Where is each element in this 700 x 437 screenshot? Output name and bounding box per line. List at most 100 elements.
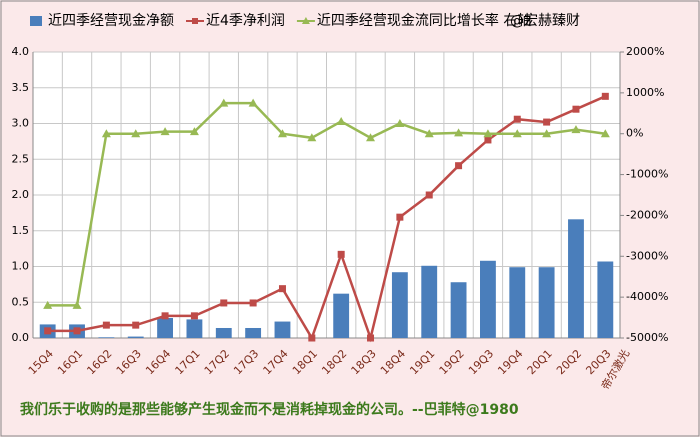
bar <box>157 317 173 338</box>
x-tick-label: 16Q1 <box>55 347 85 377</box>
x-tick-label: 19Q3 <box>466 347 496 377</box>
line <box>47 101 606 307</box>
x-tick-label: 19Q1 <box>407 347 437 377</box>
legend-label: 近4季净利润 <box>206 13 285 29</box>
bar <box>450 282 467 338</box>
marker <box>189 127 199 136</box>
legend-swatch <box>301 17 310 24</box>
legend-label: 近四季经营现金净额 <box>48 13 174 29</box>
y-tick-label: 3.0 <box>12 117 30 130</box>
bar <box>597 261 614 338</box>
annotation: @宏赫臻财 <box>510 13 580 29</box>
marker <box>543 118 551 126</box>
x-tick-label: 17Q2 <box>202 347 232 377</box>
y-tick-label: 2.5 <box>12 152 30 165</box>
marker <box>396 213 404 221</box>
y2-tick-label: 0% <box>626 127 643 140</box>
y-tick-label: 0.0 <box>12 331 30 344</box>
marker <box>190 312 198 320</box>
bar <box>245 327 262 338</box>
marker <box>395 119 405 127</box>
marker <box>484 136 492 144</box>
marker <box>601 92 609 100</box>
line <box>47 95 606 343</box>
y-tick-label: 1.0 <box>12 260 30 273</box>
bar <box>215 327 232 338</box>
y2-tick-label: 2000% <box>626 45 664 58</box>
marker <box>424 129 434 138</box>
marker <box>220 299 228 307</box>
x-tick-label: 18Q3 <box>349 347 379 377</box>
y2-tick-label: -5000% <box>626 331 668 344</box>
marker <box>277 129 287 138</box>
x-tick-label: 19Q2 <box>437 347 467 377</box>
bar <box>421 265 438 338</box>
x-tick-label: 16Q3 <box>114 347 144 377</box>
x-tick-label: 20Q1 <box>525 347 555 377</box>
marker <box>249 299 257 307</box>
y-tick-label: 1.5 <box>12 224 30 237</box>
bar <box>509 267 526 338</box>
marker <box>102 321 110 329</box>
y2-tick-label: -2000% <box>626 208 668 221</box>
marker <box>44 327 52 335</box>
x-tick-label: 19Q4 <box>495 347 525 377</box>
marker <box>367 334 375 342</box>
y2-tick-label: 1000% <box>626 86 664 99</box>
bar <box>538 267 555 338</box>
x-tick-label: 18Q1 <box>290 347 320 377</box>
marker <box>513 115 521 123</box>
bar <box>568 219 584 338</box>
marker <box>455 162 463 170</box>
marker <box>454 128 464 137</box>
y-tick-label: 4.0 <box>12 45 30 58</box>
x-tick-label: 20Q2 <box>554 347 584 377</box>
x-tick-label: 17Q1 <box>173 347 203 377</box>
footer: 我们乐于收购的是那些能够产生现金而不是消耗掉现金的公司。--巴菲特@1980 <box>20 401 519 418</box>
marker <box>248 98 258 107</box>
x-tick-label: 17Q3 <box>231 347 261 377</box>
x-tick-label: 18Q4 <box>378 347 408 377</box>
marker <box>425 191 433 199</box>
x-tick-label: 15Q4 <box>26 347 56 377</box>
marker <box>307 133 317 142</box>
y-tick-label: 2.0 <box>12 188 30 201</box>
x-tick-label: 16Q4 <box>143 347 173 377</box>
marker <box>366 133 376 142</box>
marker <box>512 129 522 138</box>
marker <box>219 98 229 107</box>
x-tick-label: 17Q4 <box>261 347 291 377</box>
legend-label: 近四季经营现金流同比增长率 右轴 <box>317 12 531 29</box>
marker <box>278 285 286 293</box>
marker <box>483 129 493 138</box>
bar <box>98 337 115 338</box>
marker <box>131 129 141 138</box>
bar <box>274 321 291 338</box>
marker <box>72 300 82 309</box>
y2-tick-label: -4000% <box>626 290 668 303</box>
marker <box>308 334 316 342</box>
marker <box>337 250 345 258</box>
bar <box>391 272 408 338</box>
marker <box>571 125 581 134</box>
y-tick-label: 0.5 <box>12 295 30 308</box>
bar <box>480 260 496 338</box>
legend-swatch <box>192 18 198 24</box>
marker <box>160 127 170 136</box>
marker <box>43 300 53 309</box>
legend-swatch <box>30 16 42 26</box>
marker <box>572 105 580 113</box>
x-tick-label: 18Q2 <box>319 347 349 377</box>
marker <box>101 129 111 138</box>
marker <box>600 129 610 138</box>
bar <box>127 336 144 338</box>
marker <box>336 116 346 125</box>
y2-tick-label: -1000% <box>626 168 668 181</box>
marker <box>161 312 169 320</box>
y-tick-label: 3.5 <box>12 81 30 94</box>
x-tick-label: 16Q2 <box>84 347 114 377</box>
bar <box>186 319 203 338</box>
marker <box>132 321 140 329</box>
